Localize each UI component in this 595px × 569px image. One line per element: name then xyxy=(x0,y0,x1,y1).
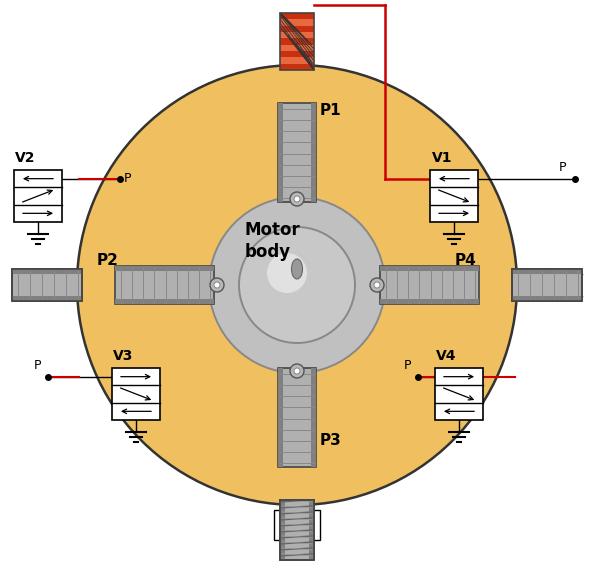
Text: Motor
body: Motor body xyxy=(245,221,300,261)
Circle shape xyxy=(294,196,300,202)
Ellipse shape xyxy=(292,259,302,279)
Bar xyxy=(278,103,283,202)
Bar xyxy=(309,500,314,560)
Bar xyxy=(278,368,283,467)
Bar xyxy=(280,38,314,45)
Text: P4: P4 xyxy=(455,253,477,268)
Bar xyxy=(115,266,214,271)
Circle shape xyxy=(214,282,220,288)
Circle shape xyxy=(294,368,300,374)
Text: P: P xyxy=(34,358,42,372)
Circle shape xyxy=(290,364,304,378)
Circle shape xyxy=(370,278,384,292)
Circle shape xyxy=(210,278,224,292)
Bar xyxy=(380,266,479,304)
Circle shape xyxy=(77,65,517,505)
Bar xyxy=(380,299,479,304)
Bar xyxy=(311,103,316,202)
Circle shape xyxy=(209,197,385,373)
Bar xyxy=(311,368,316,467)
Bar xyxy=(512,269,582,301)
Bar xyxy=(280,32,314,38)
Text: V3: V3 xyxy=(113,349,133,363)
Circle shape xyxy=(239,227,355,343)
Bar xyxy=(274,510,320,540)
Circle shape xyxy=(290,192,304,206)
Bar xyxy=(12,269,82,274)
Text: P1: P1 xyxy=(320,103,342,118)
Bar xyxy=(280,13,314,19)
Bar xyxy=(280,500,314,560)
Bar xyxy=(280,51,314,57)
Bar xyxy=(280,500,285,560)
Circle shape xyxy=(374,282,380,288)
Bar xyxy=(115,266,214,304)
Bar xyxy=(280,45,314,51)
Bar xyxy=(512,269,582,274)
Text: P2: P2 xyxy=(97,253,119,268)
Circle shape xyxy=(267,253,307,293)
Bar xyxy=(278,103,316,202)
Bar xyxy=(280,500,314,560)
Bar xyxy=(512,296,582,301)
Bar xyxy=(14,170,62,222)
Text: V2: V2 xyxy=(15,151,36,165)
Text: P: P xyxy=(559,160,566,174)
Bar xyxy=(12,269,82,301)
Bar xyxy=(280,57,314,64)
Bar xyxy=(380,266,479,271)
Bar xyxy=(280,13,314,70)
Text: P3: P3 xyxy=(320,433,342,448)
Bar xyxy=(430,170,478,222)
Bar xyxy=(512,269,582,301)
Bar xyxy=(435,368,483,420)
Text: V1: V1 xyxy=(432,151,453,165)
Text: P: P xyxy=(404,358,412,372)
Bar xyxy=(280,26,314,32)
Bar xyxy=(115,299,214,304)
Bar xyxy=(12,296,82,301)
Bar xyxy=(280,19,314,26)
Bar xyxy=(278,368,316,467)
Bar xyxy=(112,368,160,420)
Bar xyxy=(12,269,82,301)
Bar xyxy=(280,64,314,70)
Text: P: P xyxy=(124,172,131,185)
Text: V4: V4 xyxy=(436,349,456,363)
